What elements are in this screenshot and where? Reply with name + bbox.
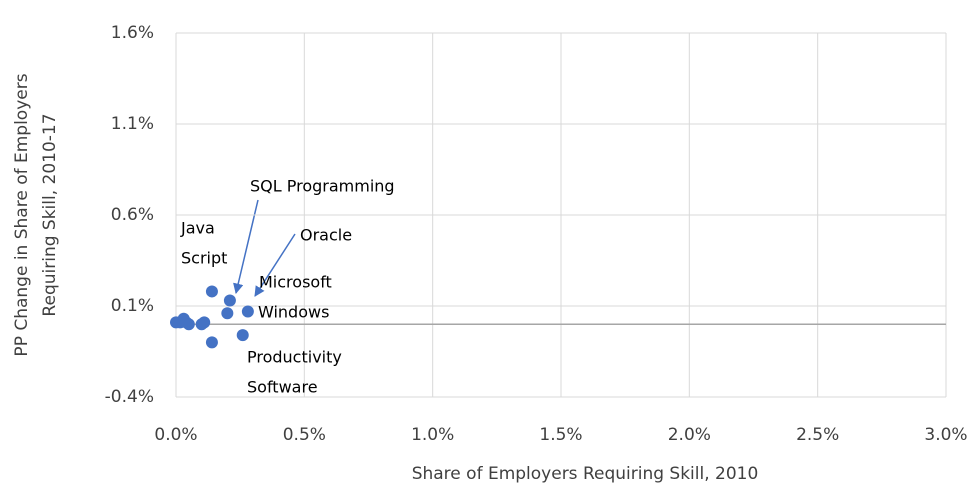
point (205, 285, 218, 298)
point (205, 336, 218, 349)
y-axis-title-line: Requiring Skill, 2010-17 (40, 113, 60, 316)
point (241, 305, 254, 318)
annotation: SQL Programming (250, 177, 395, 196)
annotation: Oracle (300, 226, 352, 245)
x-tick-label: 1.5% (539, 425, 582, 445)
point (223, 294, 236, 307)
annotation: Windows (258, 303, 329, 322)
y-tick-label: -0.4% (105, 387, 154, 407)
y-tick-label: 1.1% (111, 114, 154, 134)
annotation: Script (181, 249, 227, 268)
y-tick-label: 0.1% (111, 296, 154, 316)
annotation: Software (247, 378, 318, 397)
point (221, 307, 234, 320)
x-tick-label: 0.0% (154, 425, 197, 445)
annotation: Productivity (247, 348, 342, 367)
point (198, 316, 211, 329)
x-tick-label: 0.5% (283, 425, 326, 445)
arrow (233, 199, 259, 295)
x-tick-label: 1.0% (411, 425, 454, 445)
annotation: Microsoft (259, 273, 332, 292)
point (182, 318, 195, 331)
x-tick-label: 3.0% (924, 425, 967, 445)
arrow (254, 233, 296, 297)
x-axis-title: Share of Employers Requiring Skill, 2010 (412, 464, 759, 484)
x-tick-label: 2.0% (668, 425, 711, 445)
y-tick-label: 1.6% (111, 23, 154, 43)
y-axis-title-line: PP Change in Share of Employers (12, 73, 32, 356)
y-axis-title: PP Change in Share of Employers Requirin… (12, 73, 60, 356)
point (236, 329, 249, 342)
x-tick-label: 2.5% (796, 425, 839, 445)
annotation: Java (180, 219, 215, 238)
y-tick-label: 0.6% (111, 205, 154, 225)
